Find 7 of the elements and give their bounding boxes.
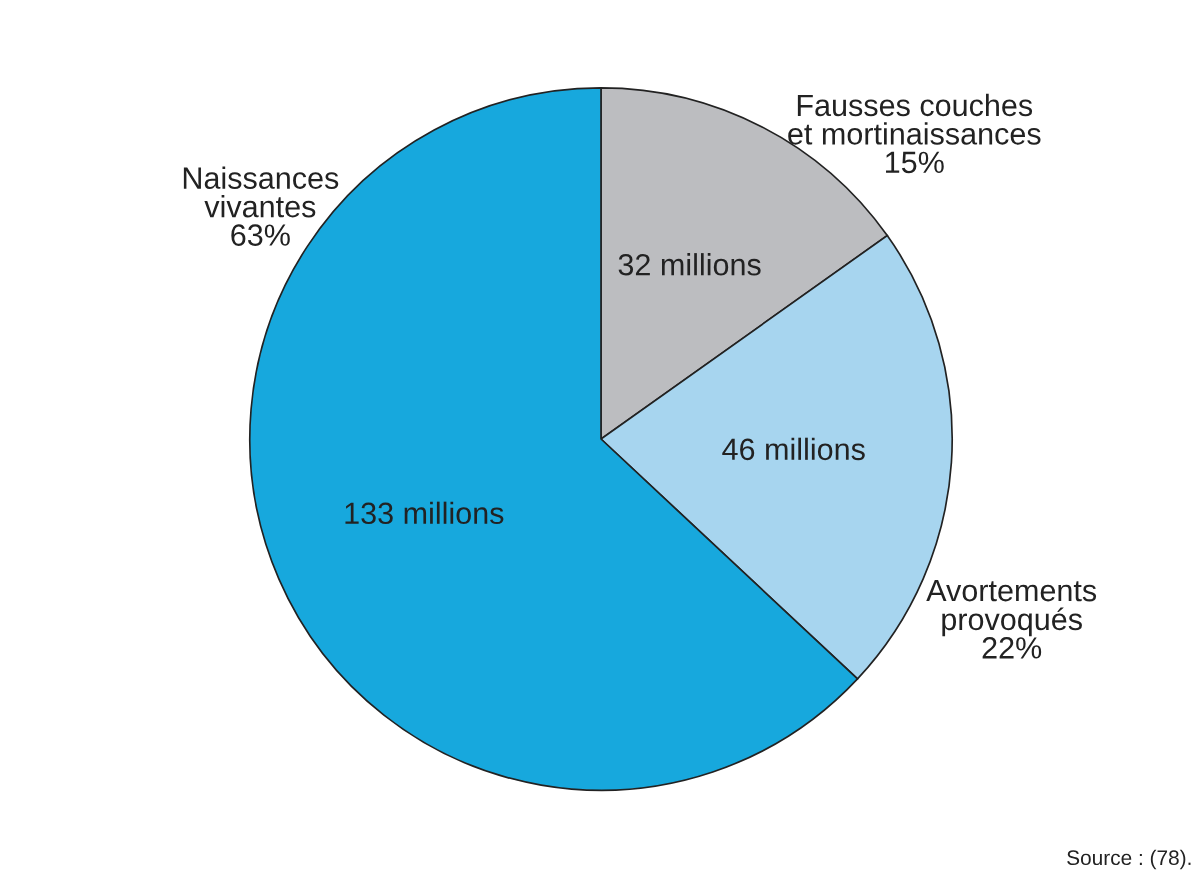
slice-label: Fausses couches et mortinaissances 15%	[788, 93, 1041, 174]
data-label: 32 millions	[618, 253, 761, 276]
data-label: 46 millions	[722, 437, 865, 461]
source-note: Source : (78).	[1067, 849, 1191, 870]
slice-label: Naissances vivantes 63%	[183, 166, 339, 246]
slice-label: Avortements provoqués 22%	[926, 580, 1097, 659]
data-label: 133 millions	[345, 501, 504, 525]
